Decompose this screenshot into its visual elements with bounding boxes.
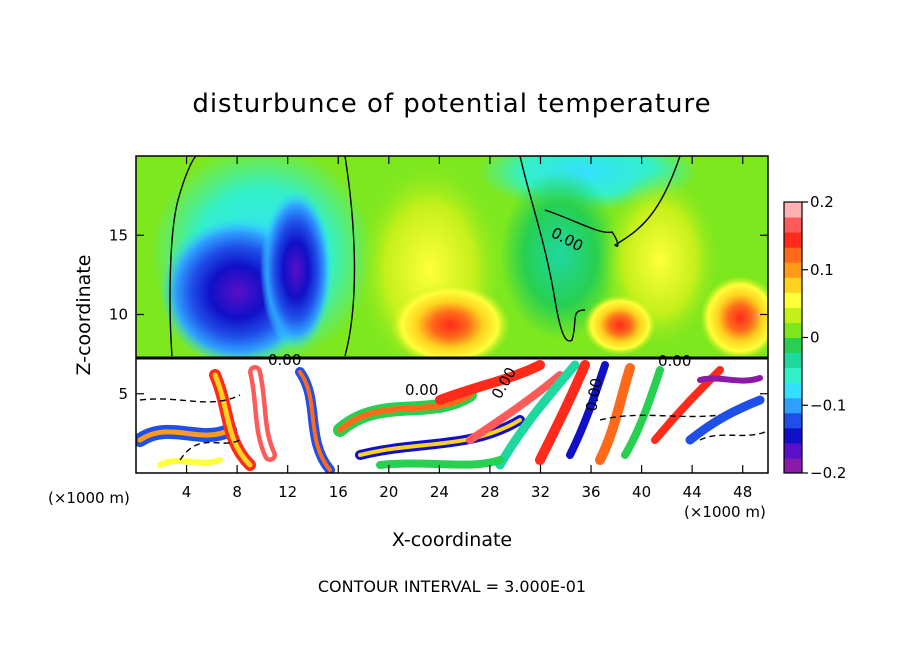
colorbar-swatch: [784, 232, 802, 248]
x-tick-label: 8: [232, 483, 242, 501]
colorbar-swatch: [784, 397, 802, 414]
warm-anomaly-core-1: [390, 283, 510, 367]
x-unit-left: (×1000 m): [48, 489, 130, 507]
colorbar-tick-label: −0.1: [810, 396, 846, 414]
x-tick-label: 44: [683, 483, 702, 501]
x-tick-label: 48: [733, 483, 752, 501]
green-anomaly-mid: [500, 170, 620, 340]
colorbar-swatch: [784, 247, 802, 263]
x-unit-right: (×1000 m): [684, 503, 766, 521]
colorbar-tick-label: 0.2: [810, 193, 834, 211]
contour-label: 0.00: [582, 377, 606, 413]
cold-anomaly-core-2: [260, 190, 332, 350]
x-tick-label: 24: [430, 483, 449, 501]
x-tick-label: 36: [581, 483, 600, 501]
warm-anomaly-core-3: [584, 295, 656, 355]
colorbar-swatch: [784, 262, 802, 278]
colorbar-tick-label: −0.2: [810, 464, 846, 482]
colorbar-swatch: [784, 457, 802, 474]
x-tick-label: 16: [329, 483, 348, 501]
colorbar-swatch: [784, 202, 802, 218]
heatmap-field: 0.00 0.00 0.00 0.00 0.00 0.00: [136, 156, 768, 473]
chart-title: disturbunce of potential temperature: [192, 89, 711, 119]
colorbar-tick-label: 0.1: [810, 261, 834, 279]
colorbar-swatch: [784, 337, 802, 354]
colorbar-swatch: [784, 412, 802, 429]
x-tick-label: 4: [182, 483, 192, 501]
x-tick-label: 20: [379, 483, 398, 501]
contour-label: 0.00: [658, 352, 691, 370]
x-tick-label: 28: [480, 483, 499, 501]
contour-label-group: 0.00 0.00 0.00 0.00 0.00 0.00: [268, 224, 691, 413]
colorbar-swatch: [784, 292, 802, 308]
x-axis-label: X-coordinate: [392, 529, 512, 551]
colorbar-swatch: [784, 277, 802, 293]
contour-label: 0.00: [268, 351, 301, 369]
colorbar-swatch: [784, 382, 802, 399]
warm-anomaly-core-2: [700, 276, 768, 360]
colorbar-swatch: [784, 442, 802, 459]
contour-interval-note: CONTOUR INTERVAL = 3.000E-01: [318, 577, 586, 596]
contour-lines: [139, 156, 766, 461]
y-axis-label: Z-coordinate: [73, 255, 95, 376]
y-tick-label: 5: [118, 385, 128, 403]
x-tick-label: 32: [531, 483, 550, 501]
y-tick-label: 10: [109, 306, 128, 324]
colorbar-ticks: 0.2 0.1 0 −0.1 −0.2: [802, 193, 846, 482]
colorbar-swatch: [784, 322, 802, 338]
colorbar-swatch: [784, 307, 802, 323]
colorbar-swatch: [784, 217, 802, 233]
x-axis-ticks: 4 8 12 16 20 24 28 32 36 40 44 48: [182, 156, 752, 501]
contour-label: 0.00: [405, 381, 438, 399]
y-axis-ticks: 5 10 15: [109, 226, 768, 403]
x-tick-label: 40: [632, 483, 651, 501]
colorbar-swatch: [784, 427, 802, 444]
colorbar: [783, 201, 803, 474]
colorbar-tick-label: 0: [810, 329, 820, 347]
y-tick-label: 15: [109, 226, 128, 244]
colorbar-swatch: [784, 367, 802, 384]
colorbar-swatch: [784, 352, 802, 369]
x-tick-label: 12: [278, 483, 297, 501]
lower-filaments: [136, 360, 765, 473]
